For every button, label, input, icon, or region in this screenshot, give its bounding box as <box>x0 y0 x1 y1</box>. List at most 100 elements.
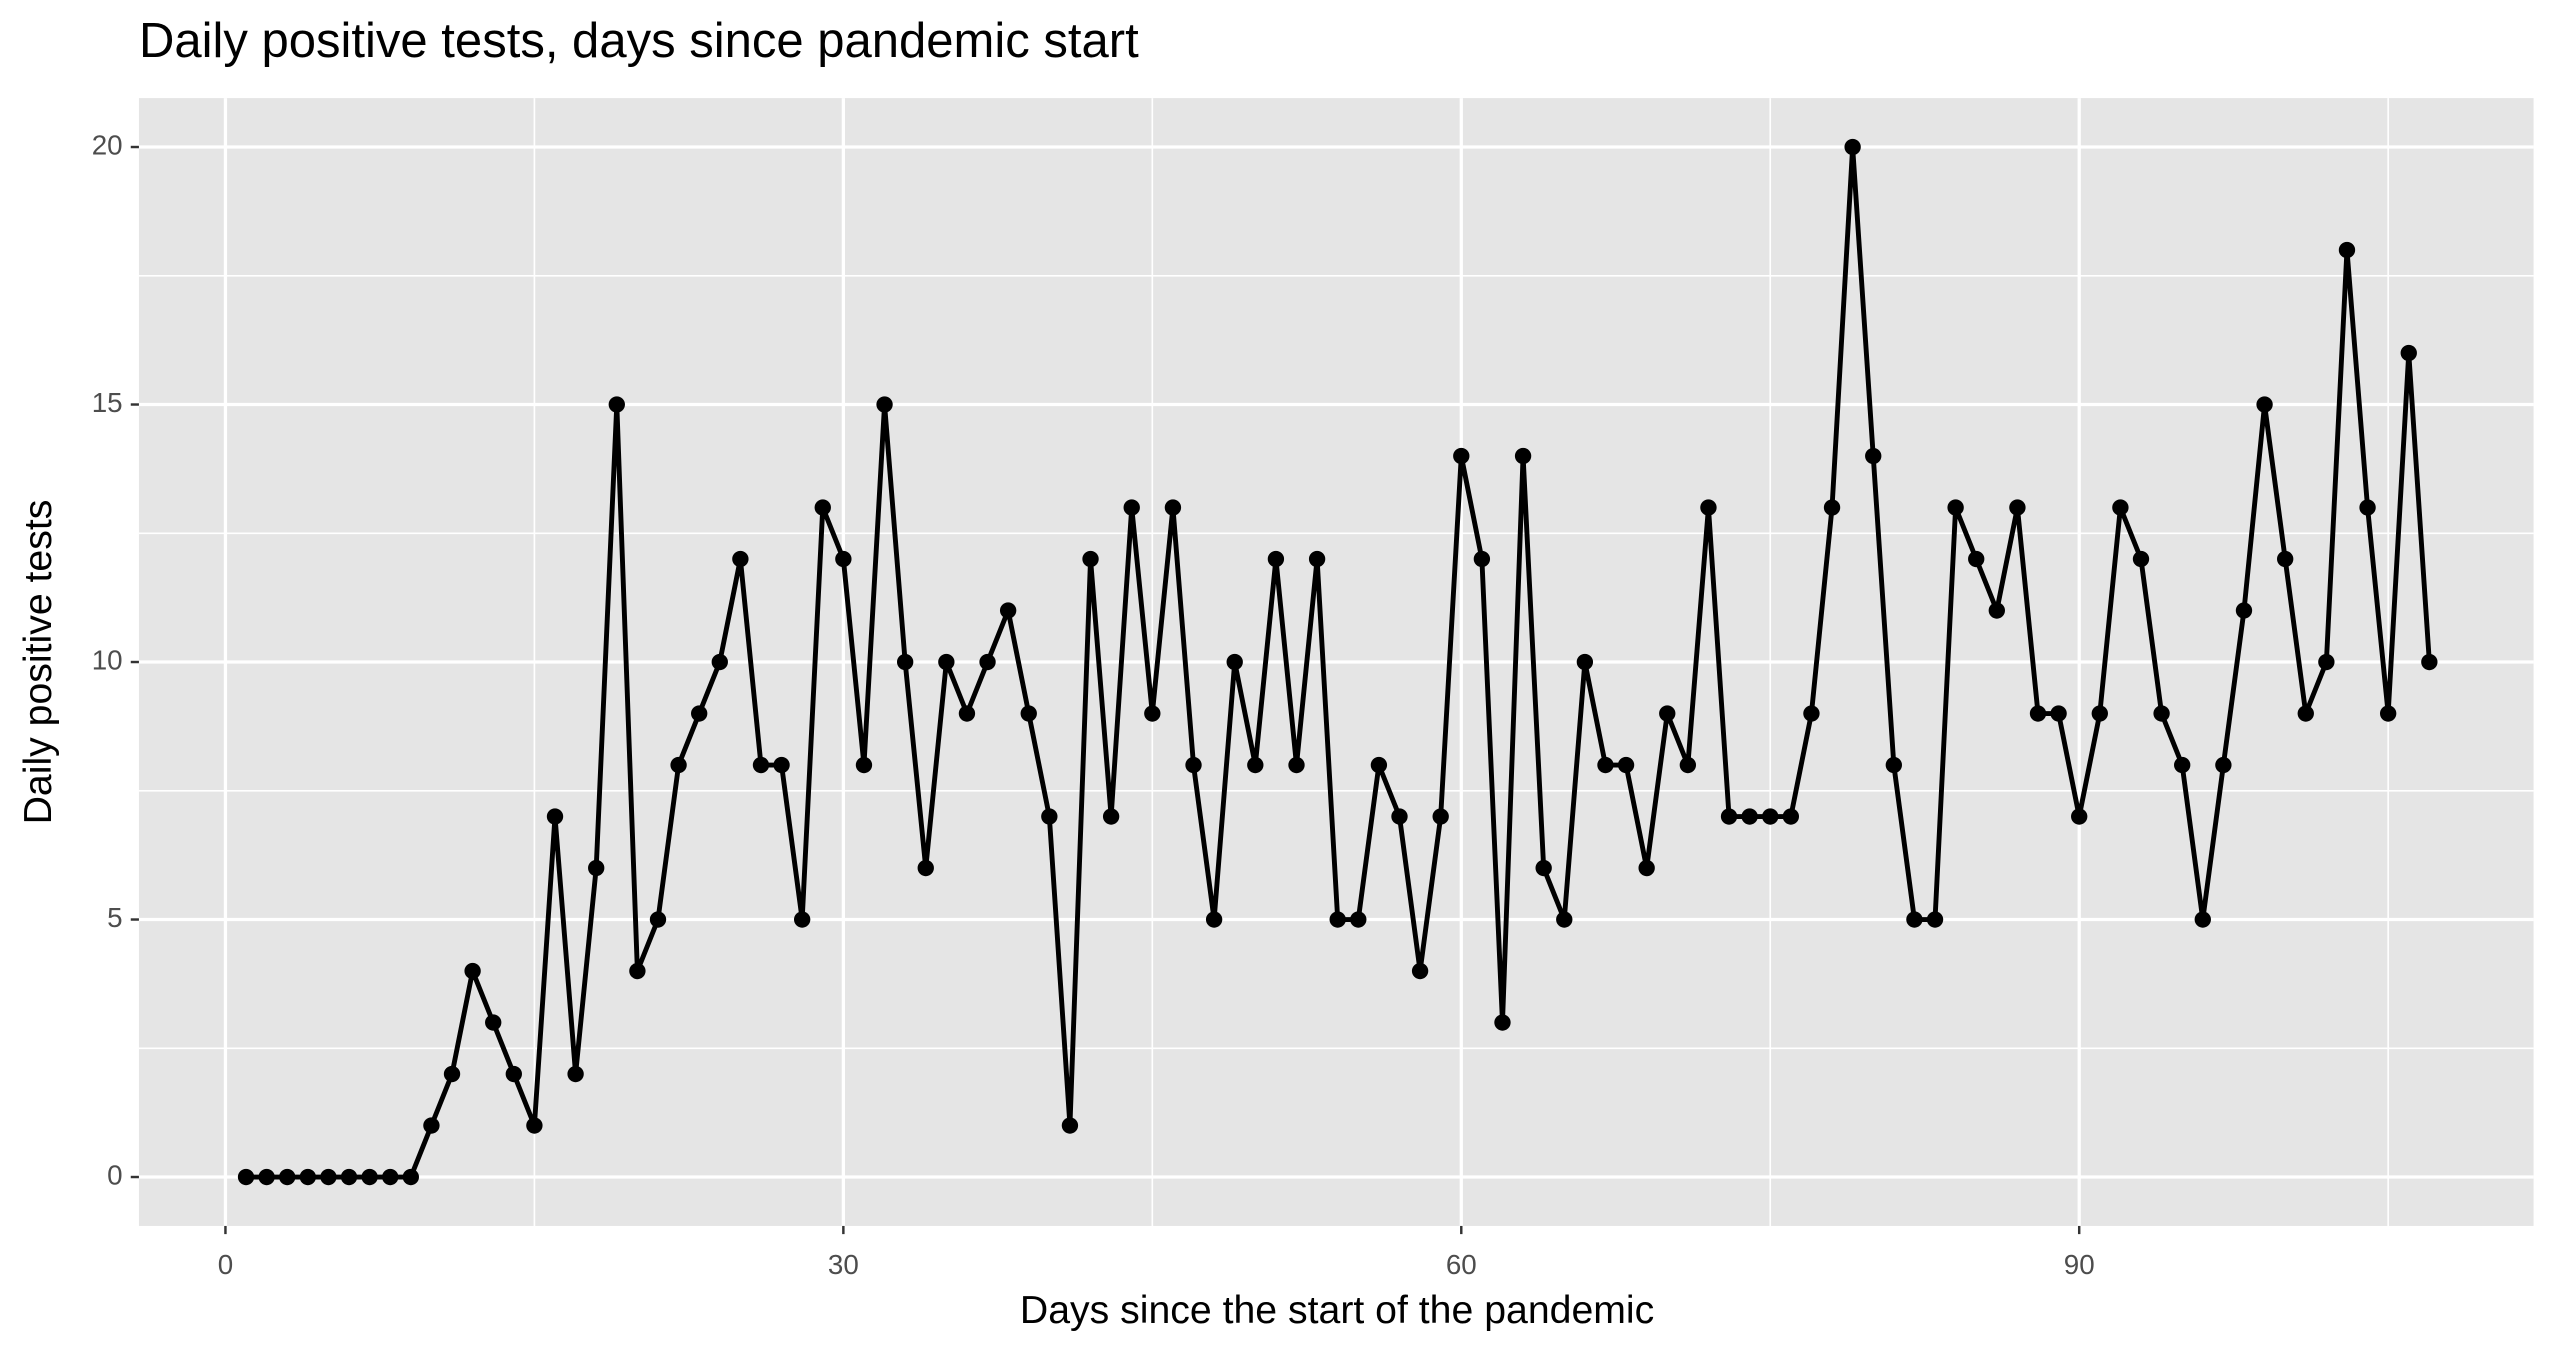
x-tick-label: 0 <box>218 1249 233 1280</box>
y-tick-label: 20 <box>92 129 123 160</box>
point <box>2132 550 2150 568</box>
point <box>2194 911 2211 928</box>
point <box>2029 705 2047 722</box>
point <box>691 705 708 722</box>
point <box>2050 705 2067 722</box>
y-tick-label: 15 <box>92 387 123 418</box>
point <box>2112 499 2129 516</box>
point <box>1041 808 1058 825</box>
point <box>1267 550 1285 568</box>
y-tick-label: 10 <box>92 644 123 675</box>
point <box>485 1014 502 1031</box>
point <box>2215 756 2232 774</box>
point <box>2318 653 2335 671</box>
point <box>443 1065 461 1083</box>
point <box>1473 550 1491 568</box>
point <box>711 653 728 671</box>
point <box>1679 756 1697 774</box>
point <box>732 550 749 568</box>
point <box>1638 859 1655 877</box>
point <box>1968 550 1985 568</box>
point <box>1226 653 1243 671</box>
point <box>1803 705 1820 722</box>
point <box>1370 756 1388 774</box>
point <box>526 1117 543 1134</box>
point <box>2009 499 2026 516</box>
point <box>670 756 687 774</box>
point <box>608 396 625 413</box>
point <box>588 859 605 877</box>
point <box>546 808 564 825</box>
point <box>1391 808 1408 825</box>
point <box>1494 1014 1511 1031</box>
point <box>855 756 873 774</box>
point <box>1741 808 1758 825</box>
point <box>320 1168 337 1186</box>
point <box>1535 859 1552 877</box>
point <box>1762 808 1779 825</box>
point <box>979 653 996 671</box>
point <box>896 653 914 671</box>
point <box>1453 447 1470 465</box>
point <box>2338 241 2356 259</box>
point <box>237 1168 255 1186</box>
point <box>1576 653 1594 671</box>
point <box>629 962 646 980</box>
point <box>1247 756 1264 774</box>
point <box>1947 499 1964 516</box>
point <box>1700 499 1717 516</box>
point <box>1885 756 1902 774</box>
x-axis-title: Days since the start of the pandemic <box>1020 1288 1654 1332</box>
y-tick-label: 5 <box>107 902 122 933</box>
point <box>2174 756 2191 774</box>
point <box>1865 447 1882 465</box>
point <box>2297 705 2314 722</box>
point <box>649 911 667 928</box>
point <box>1102 808 1120 825</box>
point <box>2153 705 2170 722</box>
y-axis-title: Daily positive tests <box>16 500 60 825</box>
point <box>835 550 852 568</box>
point <box>1556 911 1573 928</box>
point <box>1082 550 1099 568</box>
point <box>2277 550 2294 568</box>
point <box>279 1168 296 1186</box>
x-tick-label: 30 <box>828 1249 859 1280</box>
point <box>1514 447 1532 465</box>
point <box>2379 705 2397 722</box>
point <box>258 1168 275 1186</box>
point <box>361 1168 378 1186</box>
point <box>1308 550 1326 568</box>
point <box>1411 962 1429 980</box>
point <box>299 1168 317 1186</box>
point <box>505 1065 522 1083</box>
y-tick-label: 0 <box>107 1159 122 1190</box>
point <box>1926 911 1944 928</box>
point <box>464 962 481 980</box>
point <box>1432 808 1449 825</box>
point <box>1288 756 1305 774</box>
point <box>999 602 1017 619</box>
point <box>567 1065 584 1083</box>
point <box>773 756 790 774</box>
point <box>2091 705 2108 722</box>
point <box>1720 808 1738 825</box>
point <box>1844 138 1861 156</box>
point <box>1617 756 1635 774</box>
point <box>1123 499 1140 516</box>
point <box>2071 808 2088 825</box>
point <box>1906 911 1923 928</box>
point <box>423 1117 440 1134</box>
point <box>2256 396 2273 413</box>
point <box>1205 911 1223 928</box>
point <box>402 1168 419 1186</box>
point <box>876 396 893 413</box>
point <box>2400 344 2417 362</box>
point <box>2235 602 2253 619</box>
x-tick-label: 90 <box>2064 1249 2095 1280</box>
chart-title: Daily positive tests, days since pandemi… <box>139 14 1139 68</box>
point <box>2359 499 2376 516</box>
point <box>1164 499 1182 516</box>
